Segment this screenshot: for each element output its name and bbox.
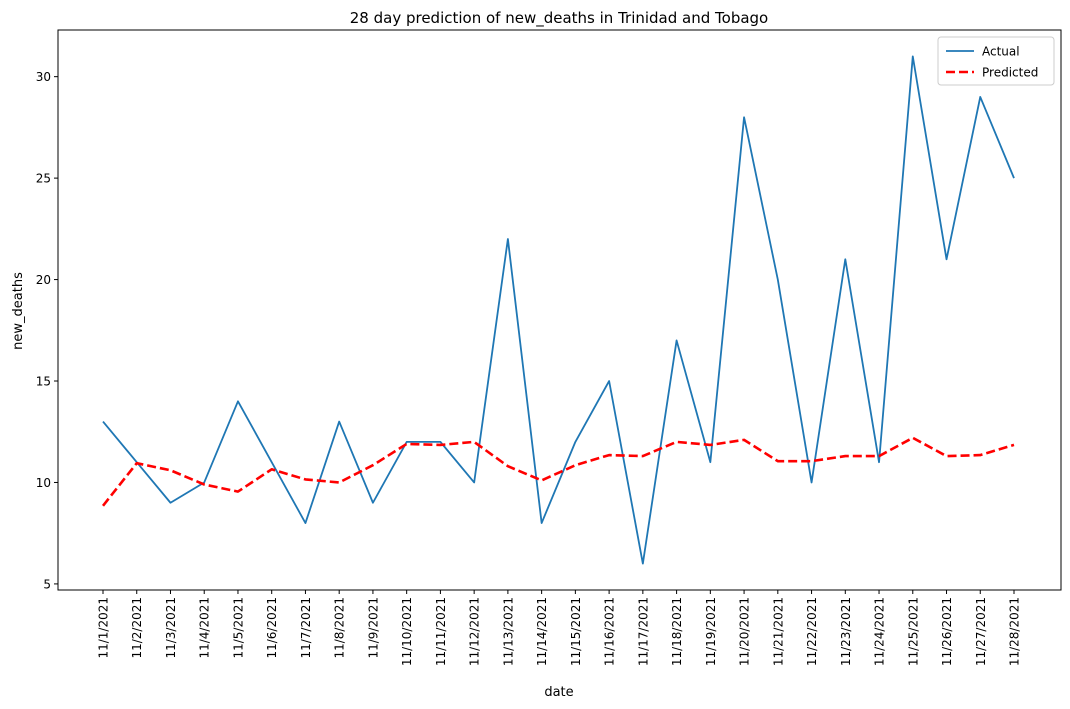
x-tick-label: 11/12/2021 bbox=[468, 597, 482, 666]
data-point-predicted bbox=[777, 460, 779, 462]
data-point-predicted bbox=[338, 481, 340, 483]
chart-title: 28 day prediction of new_deaths in Trini… bbox=[350, 9, 768, 28]
data-point-predicted bbox=[709, 444, 711, 446]
x-tick-label: 11/15/2021 bbox=[569, 597, 583, 666]
data-point-predicted bbox=[169, 469, 171, 471]
data-point-actual bbox=[473, 481, 475, 483]
x-tick-label: 11/22/2021 bbox=[805, 597, 819, 666]
data-point-predicted bbox=[507, 465, 509, 467]
data-point-predicted bbox=[406, 443, 408, 445]
x-axis-label: date bbox=[544, 685, 573, 700]
x-tick-label: 11/24/2021 bbox=[873, 597, 887, 666]
data-point-predicted bbox=[912, 437, 914, 439]
data-point-predicted bbox=[136, 462, 138, 464]
series-line-actual bbox=[102, 55, 1015, 565]
data-point-actual bbox=[878, 461, 880, 463]
data-point-actual bbox=[439, 441, 441, 443]
data-point-predicted bbox=[844, 455, 846, 457]
data-point-actual bbox=[608, 380, 610, 382]
data-point-actual bbox=[844, 258, 846, 260]
data-point-actual bbox=[912, 55, 914, 57]
x-tick-label: 11/23/2021 bbox=[839, 597, 853, 666]
data-point-actual bbox=[743, 116, 745, 118]
data-point-actual bbox=[406, 441, 408, 443]
plot-area: 5 10 15 20 25 30 11/1/2021 11/2/2021 11/3/2021 11… bbox=[36, 29, 1062, 666]
x-tick-label: 11/2/2021 bbox=[130, 597, 144, 659]
data-point-predicted bbox=[102, 505, 104, 507]
legend-label-actual: Actual bbox=[982, 45, 1020, 59]
data-point-predicted bbox=[642, 455, 644, 457]
y-tick-label: 10 bbox=[36, 476, 51, 490]
x-tick-label: 11/27/2021 bbox=[974, 597, 988, 666]
x-tick-label: 11/19/2021 bbox=[704, 597, 718, 666]
x-tick-label: 11/26/2021 bbox=[940, 597, 954, 666]
x-tick-label: 11/20/2021 bbox=[738, 597, 752, 666]
data-point-actual bbox=[709, 461, 711, 463]
data-point-actual bbox=[642, 563, 644, 565]
data-point-predicted bbox=[574, 464, 576, 466]
data-point-predicted bbox=[878, 455, 880, 457]
y-axis-label: new_deaths bbox=[11, 272, 26, 350]
plot-frame bbox=[57, 29, 1062, 591]
data-point-actual bbox=[372, 502, 374, 504]
x-tick-label: 11/11/2021 bbox=[434, 597, 448, 666]
data-point-predicted bbox=[271, 468, 273, 470]
data-point-actual bbox=[574, 441, 576, 443]
data-point-predicted bbox=[743, 439, 745, 441]
legend: Actual Predicted bbox=[937, 36, 1055, 86]
y-tick-label: 15 bbox=[36, 375, 51, 389]
data-point-predicted bbox=[676, 441, 678, 443]
y-tick-label: 5 bbox=[43, 577, 51, 591]
x-tick-label: 11/9/2021 bbox=[366, 597, 380, 659]
data-point-predicted bbox=[1013, 444, 1015, 446]
y-tick-label: 30 bbox=[36, 70, 51, 84]
x-tick-label: 11/25/2021 bbox=[906, 597, 920, 666]
x-tick-label: 11/17/2021 bbox=[636, 597, 650, 666]
data-point-actual bbox=[946, 258, 948, 260]
data-point-predicted bbox=[237, 491, 239, 493]
data-point-actual bbox=[102, 421, 104, 423]
data-point-predicted bbox=[439, 444, 441, 446]
y-tick-label: 20 bbox=[36, 273, 51, 287]
data-point-actual bbox=[979, 96, 981, 98]
data-point-actual bbox=[271, 461, 273, 463]
x-tick-label: 11/3/2021 bbox=[164, 597, 178, 659]
x-tick-label: 11/8/2021 bbox=[333, 597, 347, 659]
data-point-actual bbox=[169, 502, 171, 504]
x-tick-label: 11/28/2021 bbox=[1008, 597, 1022, 666]
data-point-actual bbox=[811, 481, 813, 483]
data-point-actual bbox=[507, 238, 509, 240]
x-tick-label: 11/10/2021 bbox=[400, 597, 414, 666]
data-point-predicted bbox=[608, 454, 610, 456]
x-tick-label: 11/7/2021 bbox=[299, 597, 313, 659]
x-tick-label: 11/16/2021 bbox=[603, 597, 617, 666]
x-tick-label: 11/6/2021 bbox=[265, 597, 279, 659]
x-tick-label: 11/5/2021 bbox=[231, 597, 245, 659]
y-tick-label: 25 bbox=[36, 172, 51, 186]
data-point-actual bbox=[304, 522, 306, 524]
data-point-actual bbox=[541, 522, 543, 524]
data-point-actual bbox=[676, 339, 678, 341]
x-tick-label: 11/18/2021 bbox=[670, 597, 684, 666]
legend-label-predicted: Predicted bbox=[982, 66, 1038, 80]
data-point-predicted bbox=[979, 454, 981, 456]
x-tick-label: 11/21/2021 bbox=[771, 597, 785, 666]
x-tick-label: 11/13/2021 bbox=[501, 597, 515, 666]
data-point-predicted bbox=[203, 483, 205, 485]
x-tick-label: 11/14/2021 bbox=[535, 597, 549, 666]
data-point-predicted bbox=[946, 455, 948, 457]
data-point-actual bbox=[1013, 177, 1015, 179]
data-point-predicted bbox=[541, 479, 543, 481]
data-point-actual bbox=[777, 279, 779, 281]
x-tick-label: 11/4/2021 bbox=[198, 597, 212, 659]
data-point-predicted bbox=[473, 441, 475, 443]
data-point-predicted bbox=[811, 460, 813, 462]
series-line-predicted bbox=[101, 436, 1015, 507]
data-point-actual bbox=[338, 421, 340, 423]
data-point-predicted bbox=[372, 464, 374, 466]
x-tick-label: 11/1/2021 bbox=[97, 597, 111, 659]
data-point-predicted bbox=[304, 478, 306, 480]
data-point-actual bbox=[237, 400, 239, 402]
